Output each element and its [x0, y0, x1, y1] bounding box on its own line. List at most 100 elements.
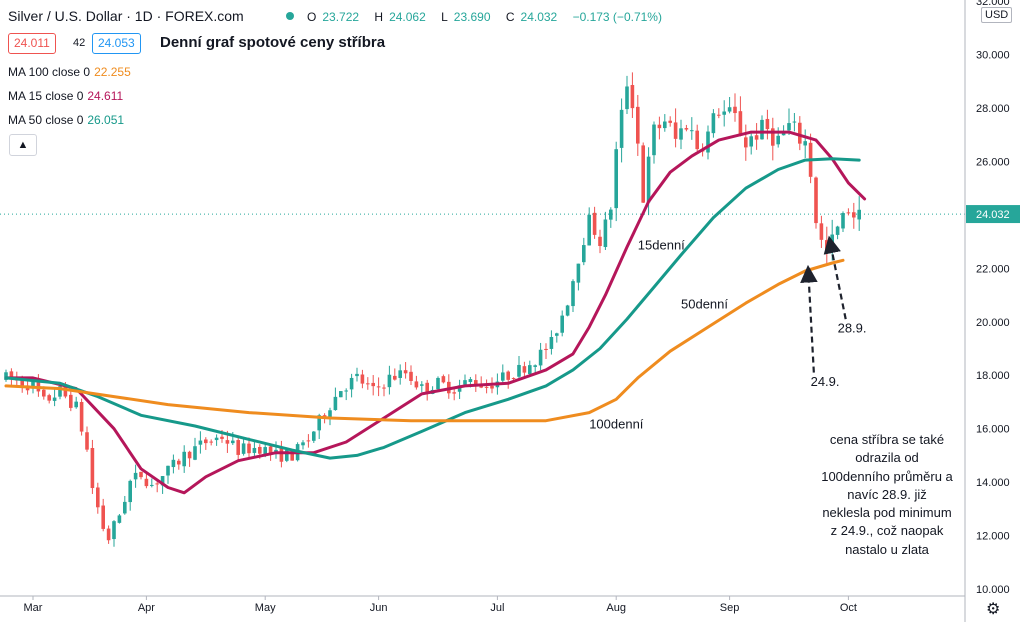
candle	[47, 393, 51, 404]
candle	[209, 439, 213, 446]
candle-body	[814, 177, 818, 224]
note-line: 100denního průměru a	[821, 468, 953, 484]
candle-body	[90, 448, 95, 489]
candle-body	[150, 484, 154, 486]
candle	[252, 440, 257, 457]
candle-body	[198, 440, 203, 445]
time-tick-label: Aug	[606, 602, 626, 614]
candle-body	[279, 448, 284, 462]
candle-body	[171, 459, 176, 468]
low-value: 23.690	[453, 10, 491, 24]
candle-body	[231, 440, 235, 444]
candle	[452, 389, 456, 401]
candle-body	[641, 145, 645, 203]
commentary-note: cena stříbra se také odrazila od 100denníh…	[808, 431, 966, 559]
candle	[171, 454, 176, 474]
candle	[274, 441, 278, 459]
candle	[587, 207, 591, 246]
candle-body	[85, 432, 89, 450]
candle	[690, 117, 694, 140]
candle	[825, 226, 829, 265]
candle-body	[31, 381, 35, 389]
candle	[744, 124, 748, 161]
candle-body	[360, 374, 365, 384]
candle-body	[771, 128, 775, 146]
candle	[360, 369, 365, 389]
gear-icon[interactable]: ⚙	[986, 601, 1001, 618]
candle	[333, 387, 338, 411]
candle	[133, 464, 138, 488]
ma100-value: 22.255	[94, 65, 131, 79]
candle-body	[571, 281, 575, 307]
buy-price-button[interactable]: 24.053	[92, 33, 141, 54]
candle-body	[684, 128, 689, 130]
currency-label[interactable]: USD	[981, 7, 1013, 23]
candle	[673, 108, 678, 148]
symbol-title[interactable]: Silver / U.S. Dollar · 1D · FOREX.com	[8, 8, 244, 24]
high-label: H	[374, 10, 384, 24]
chart-heading: Denní graf spotové ceny stříbra	[160, 34, 386, 51]
candle	[436, 376, 440, 392]
ma-line-ma15	[4, 130, 867, 495]
ma50-label: MA 50 close 0	[8, 113, 84, 127]
open-value: 23.722	[322, 10, 360, 24]
candle	[711, 109, 716, 138]
candle	[738, 96, 743, 137]
candle-body	[339, 391, 343, 398]
candle-body	[776, 135, 780, 145]
candle-body	[425, 382, 429, 392]
candle-body	[398, 370, 402, 378]
sell-price-button[interactable]: 24.011	[8, 33, 56, 54]
candle-body	[646, 156, 651, 203]
candle-body	[625, 86, 629, 110]
candle-body	[630, 85, 635, 109]
candle	[414, 375, 419, 390]
price-tick-label: 10.000	[976, 584, 1010, 596]
note-line: cena stříbra se také	[829, 432, 945, 447]
candle-body	[549, 337, 554, 349]
ma100-legend[interactable]: MA 100 close 0 22.255	[8, 65, 131, 79]
candle	[555, 332, 559, 343]
candle	[166, 465, 170, 484]
candle	[857, 196, 861, 231]
note-line: navíc 28.9. již	[847, 486, 927, 502]
ma15-value: 24.611	[87, 89, 124, 103]
candle-body	[241, 443, 246, 454]
time-tick-label: Sep	[720, 602, 740, 614]
time-tick-label: Mar	[24, 602, 43, 614]
candle	[571, 279, 575, 313]
ma15-legend[interactable]: MA 15 close 0 24.611	[8, 89, 123, 103]
price-tick-label: 22.000	[976, 263, 1010, 275]
ma50-legend[interactable]: MA 50 close 0 26.051	[8, 113, 124, 127]
candle-body	[193, 446, 197, 460]
candle	[754, 123, 759, 150]
candle	[819, 215, 824, 248]
candle-body	[560, 315, 564, 333]
candle-body	[533, 365, 537, 367]
candle-body	[522, 366, 527, 373]
candle	[528, 360, 532, 377]
candle-body	[112, 521, 116, 540]
candle	[592, 206, 597, 239]
arrow-24-9	[800, 264, 818, 373]
candle-body	[565, 305, 570, 316]
candle-body	[857, 209, 861, 220]
note-line: nastalo u zlata	[845, 541, 929, 557]
candle-body	[592, 212, 597, 235]
candle	[636, 94, 640, 156]
candle-body	[792, 121, 797, 123]
candle-body	[74, 401, 78, 408]
candle	[614, 141, 618, 222]
candle-body	[403, 370, 408, 374]
candle-body	[619, 109, 624, 148]
time-tick-label: Jul	[490, 602, 504, 614]
candle	[420, 381, 424, 393]
candle-body	[306, 440, 311, 442]
candle-body	[349, 377, 354, 390]
candle	[204, 437, 208, 450]
candle-body	[738, 111, 743, 136]
chevron-up-icon[interactable]: ▲	[9, 134, 37, 156]
note-line: odrazila od	[855, 450, 919, 466]
